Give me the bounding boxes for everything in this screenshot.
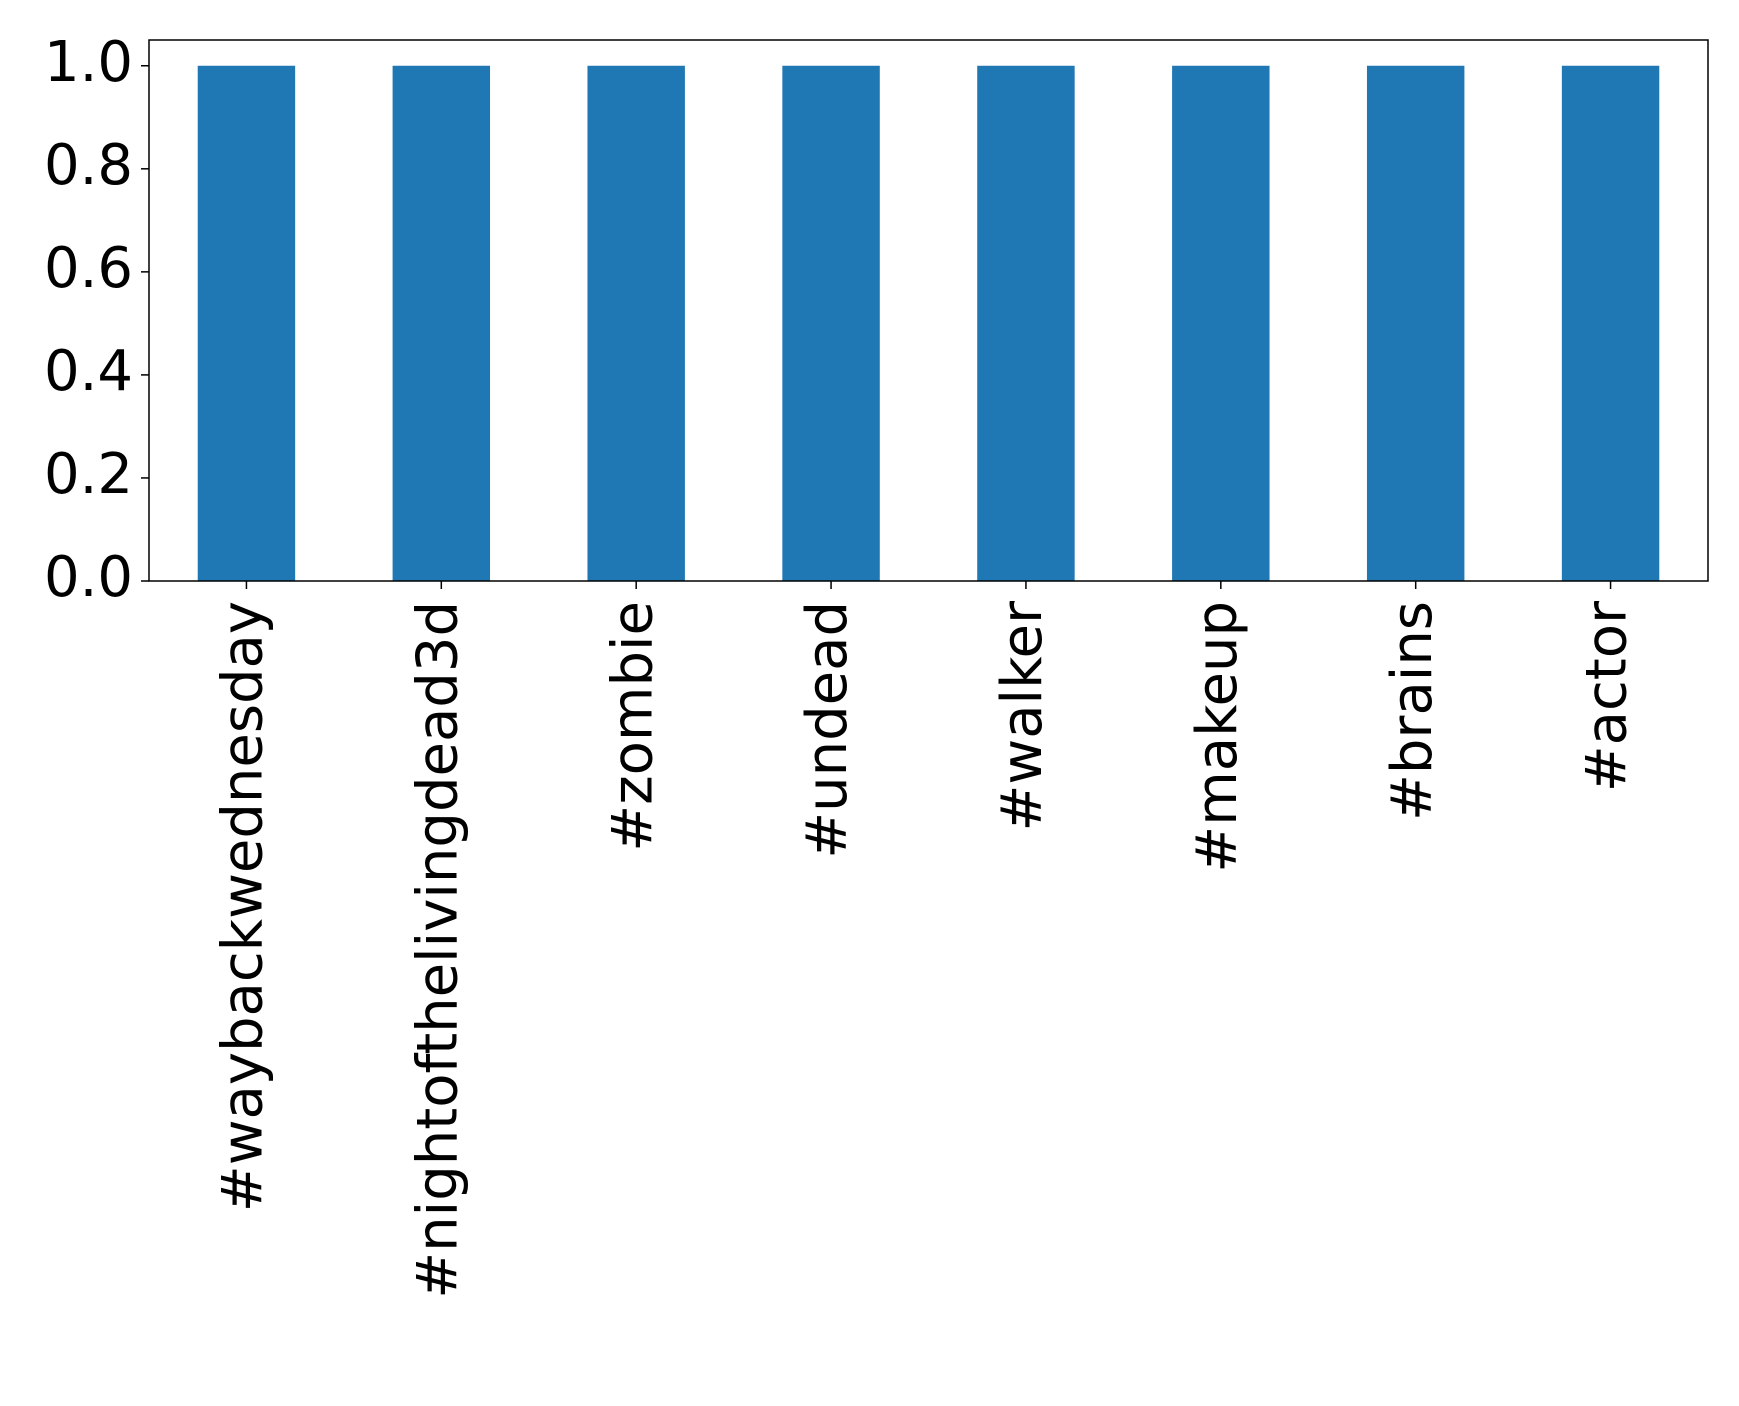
- y-tick-label: 0.0: [44, 545, 133, 610]
- bar: [587, 65, 685, 581]
- x-tick-label: #makeup: [1185, 601, 1250, 873]
- y-tick-label: 0.2: [44, 442, 133, 507]
- y-tick-label: 0.4: [44, 339, 133, 404]
- bar: [392, 65, 491, 581]
- bar: [1172, 65, 1270, 581]
- plot-frame: [148, 39, 1709, 582]
- y-tick-label: 1.0: [44, 30, 133, 95]
- y-tick-label: 0.8: [44, 133, 133, 198]
- bar: [197, 65, 296, 581]
- x-tick-label: #zombie: [600, 601, 665, 852]
- x-tick-label: #actor: [1575, 600, 1640, 792]
- x-tick-label: #walker: [990, 600, 1055, 831]
- x-tick-label: #waybackwednesday: [211, 601, 276, 1212]
- bar: [1366, 65, 1465, 581]
- x-tick-label: #nightofthelivingdead3d: [405, 601, 470, 1299]
- bar: [1561, 65, 1660, 581]
- bar: [977, 65, 1075, 581]
- y-tick-label: 0.6: [44, 236, 133, 301]
- bar: [782, 65, 880, 581]
- x-tick-label: #brains: [1380, 601, 1445, 821]
- x-tick-label: #undead: [795, 601, 860, 859]
